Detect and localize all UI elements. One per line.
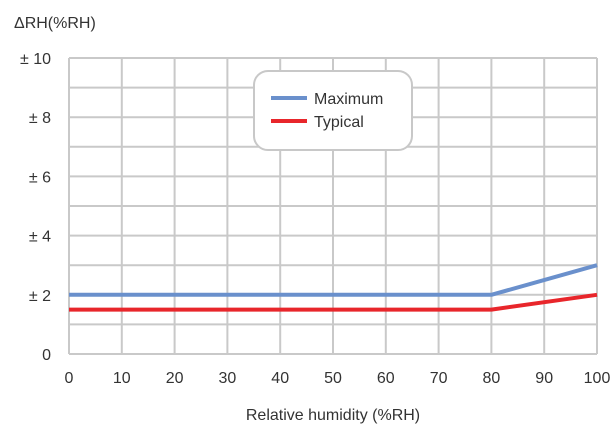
- series-lines: [69, 263, 598, 312]
- x-tick-label: 80: [483, 370, 501, 387]
- grid: [68, 57, 598, 355]
- y-tick-label: ± 8: [29, 110, 51, 127]
- series-line-typical: [69, 292, 598, 312]
- legend-box: [253, 70, 413, 151]
- x-axis-title: Relative humidity (%RH): [246, 407, 420, 424]
- y-tick-labels: 0 ± 2 ± 4 ± 6 ± 8 ± 10: [20, 51, 51, 364]
- y-axis-title: ΔRH(%RH): [14, 15, 96, 32]
- x-tick-label: 100: [584, 370, 611, 387]
- y-tick-label: 0: [42, 347, 51, 364]
- legend: Maximum Typical: [253, 70, 413, 151]
- y-tick-label: ± 10: [20, 51, 51, 68]
- series-line-maximum: [69, 263, 598, 297]
- legend-label-typical: Typical: [314, 114, 364, 131]
- x-tick-label: 50: [324, 370, 342, 387]
- x-tick-label: 30: [219, 370, 237, 387]
- x-tick-label: 60: [377, 370, 395, 387]
- legend-label-maximum: Maximum: [314, 91, 383, 108]
- x-tick-label: 90: [535, 370, 553, 387]
- x-tick-label: 0: [65, 370, 74, 387]
- x-tick-label: 10: [113, 370, 131, 387]
- y-tick-label: ± 6: [29, 169, 51, 186]
- y-tick-label: ± 2: [29, 288, 51, 305]
- y-tick-label: ± 4: [29, 229, 51, 246]
- x-tick-label: 20: [166, 370, 184, 387]
- x-tick-label: 70: [430, 370, 448, 387]
- x-tick-labels: 0 10 20 30 40 50 60 70 80 90 100: [65, 370, 611, 387]
- x-tick-label: 40: [271, 370, 289, 387]
